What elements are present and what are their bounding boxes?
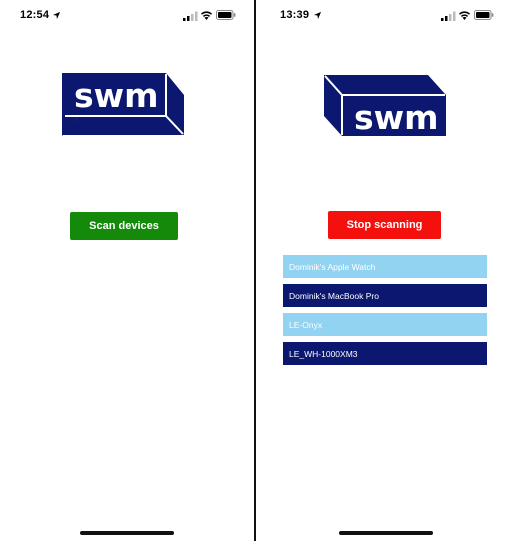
location-arrow-icon xyxy=(313,11,322,20)
wifi-icon xyxy=(459,11,470,20)
wifi-icon xyxy=(201,11,212,20)
device-name-label: Dominik's Apple Watch xyxy=(289,261,376,272)
scan-devices-button[interactable]: Scan devices xyxy=(70,212,178,240)
swm-logo: swm xyxy=(62,73,184,136)
logo-text: swm xyxy=(354,98,439,137)
phone-screen-left: 12:54 swm Scan devices xyxy=(0,0,254,541)
battery-icon xyxy=(474,10,494,20)
battery-icon xyxy=(216,10,236,20)
device-list: Dominik's Apple Watch Dominik's MacBook P… xyxy=(283,255,487,371)
status-bar: 12:54 xyxy=(0,0,254,34)
device-name-label: LE_WH-1000XM3 xyxy=(289,348,358,359)
status-time: 12:54 xyxy=(20,9,50,21)
phone-screen-right: 13:39 swm Stop scanning Dominik's Apple … xyxy=(256,0,510,541)
stop-scanning-button[interactable]: Stop scanning xyxy=(328,211,441,239)
status-bar: 13:39 xyxy=(256,0,510,34)
device-name-label: LE-Onyx xyxy=(289,319,323,330)
home-indicator[interactable] xyxy=(80,531,174,535)
device-list-item[interactable]: LE_WH-1000XM3 xyxy=(283,342,487,365)
cellular-signal-icon xyxy=(441,11,456,21)
device-name-label: Dominik's MacBook Pro xyxy=(289,290,379,301)
logo-text: swm xyxy=(74,76,159,115)
cellular-signal-icon xyxy=(183,11,198,21)
device-list-item[interactable]: Dominik's Apple Watch xyxy=(283,255,487,278)
home-indicator[interactable] xyxy=(339,531,433,535)
device-list-item[interactable]: Dominik's MacBook Pro xyxy=(283,284,487,307)
location-arrow-icon xyxy=(52,11,61,20)
screen-divider xyxy=(254,0,256,541)
swm-logo: swm xyxy=(324,75,446,137)
status-time: 13:39 xyxy=(280,9,310,21)
device-list-item[interactable]: LE-Onyx xyxy=(283,313,487,336)
